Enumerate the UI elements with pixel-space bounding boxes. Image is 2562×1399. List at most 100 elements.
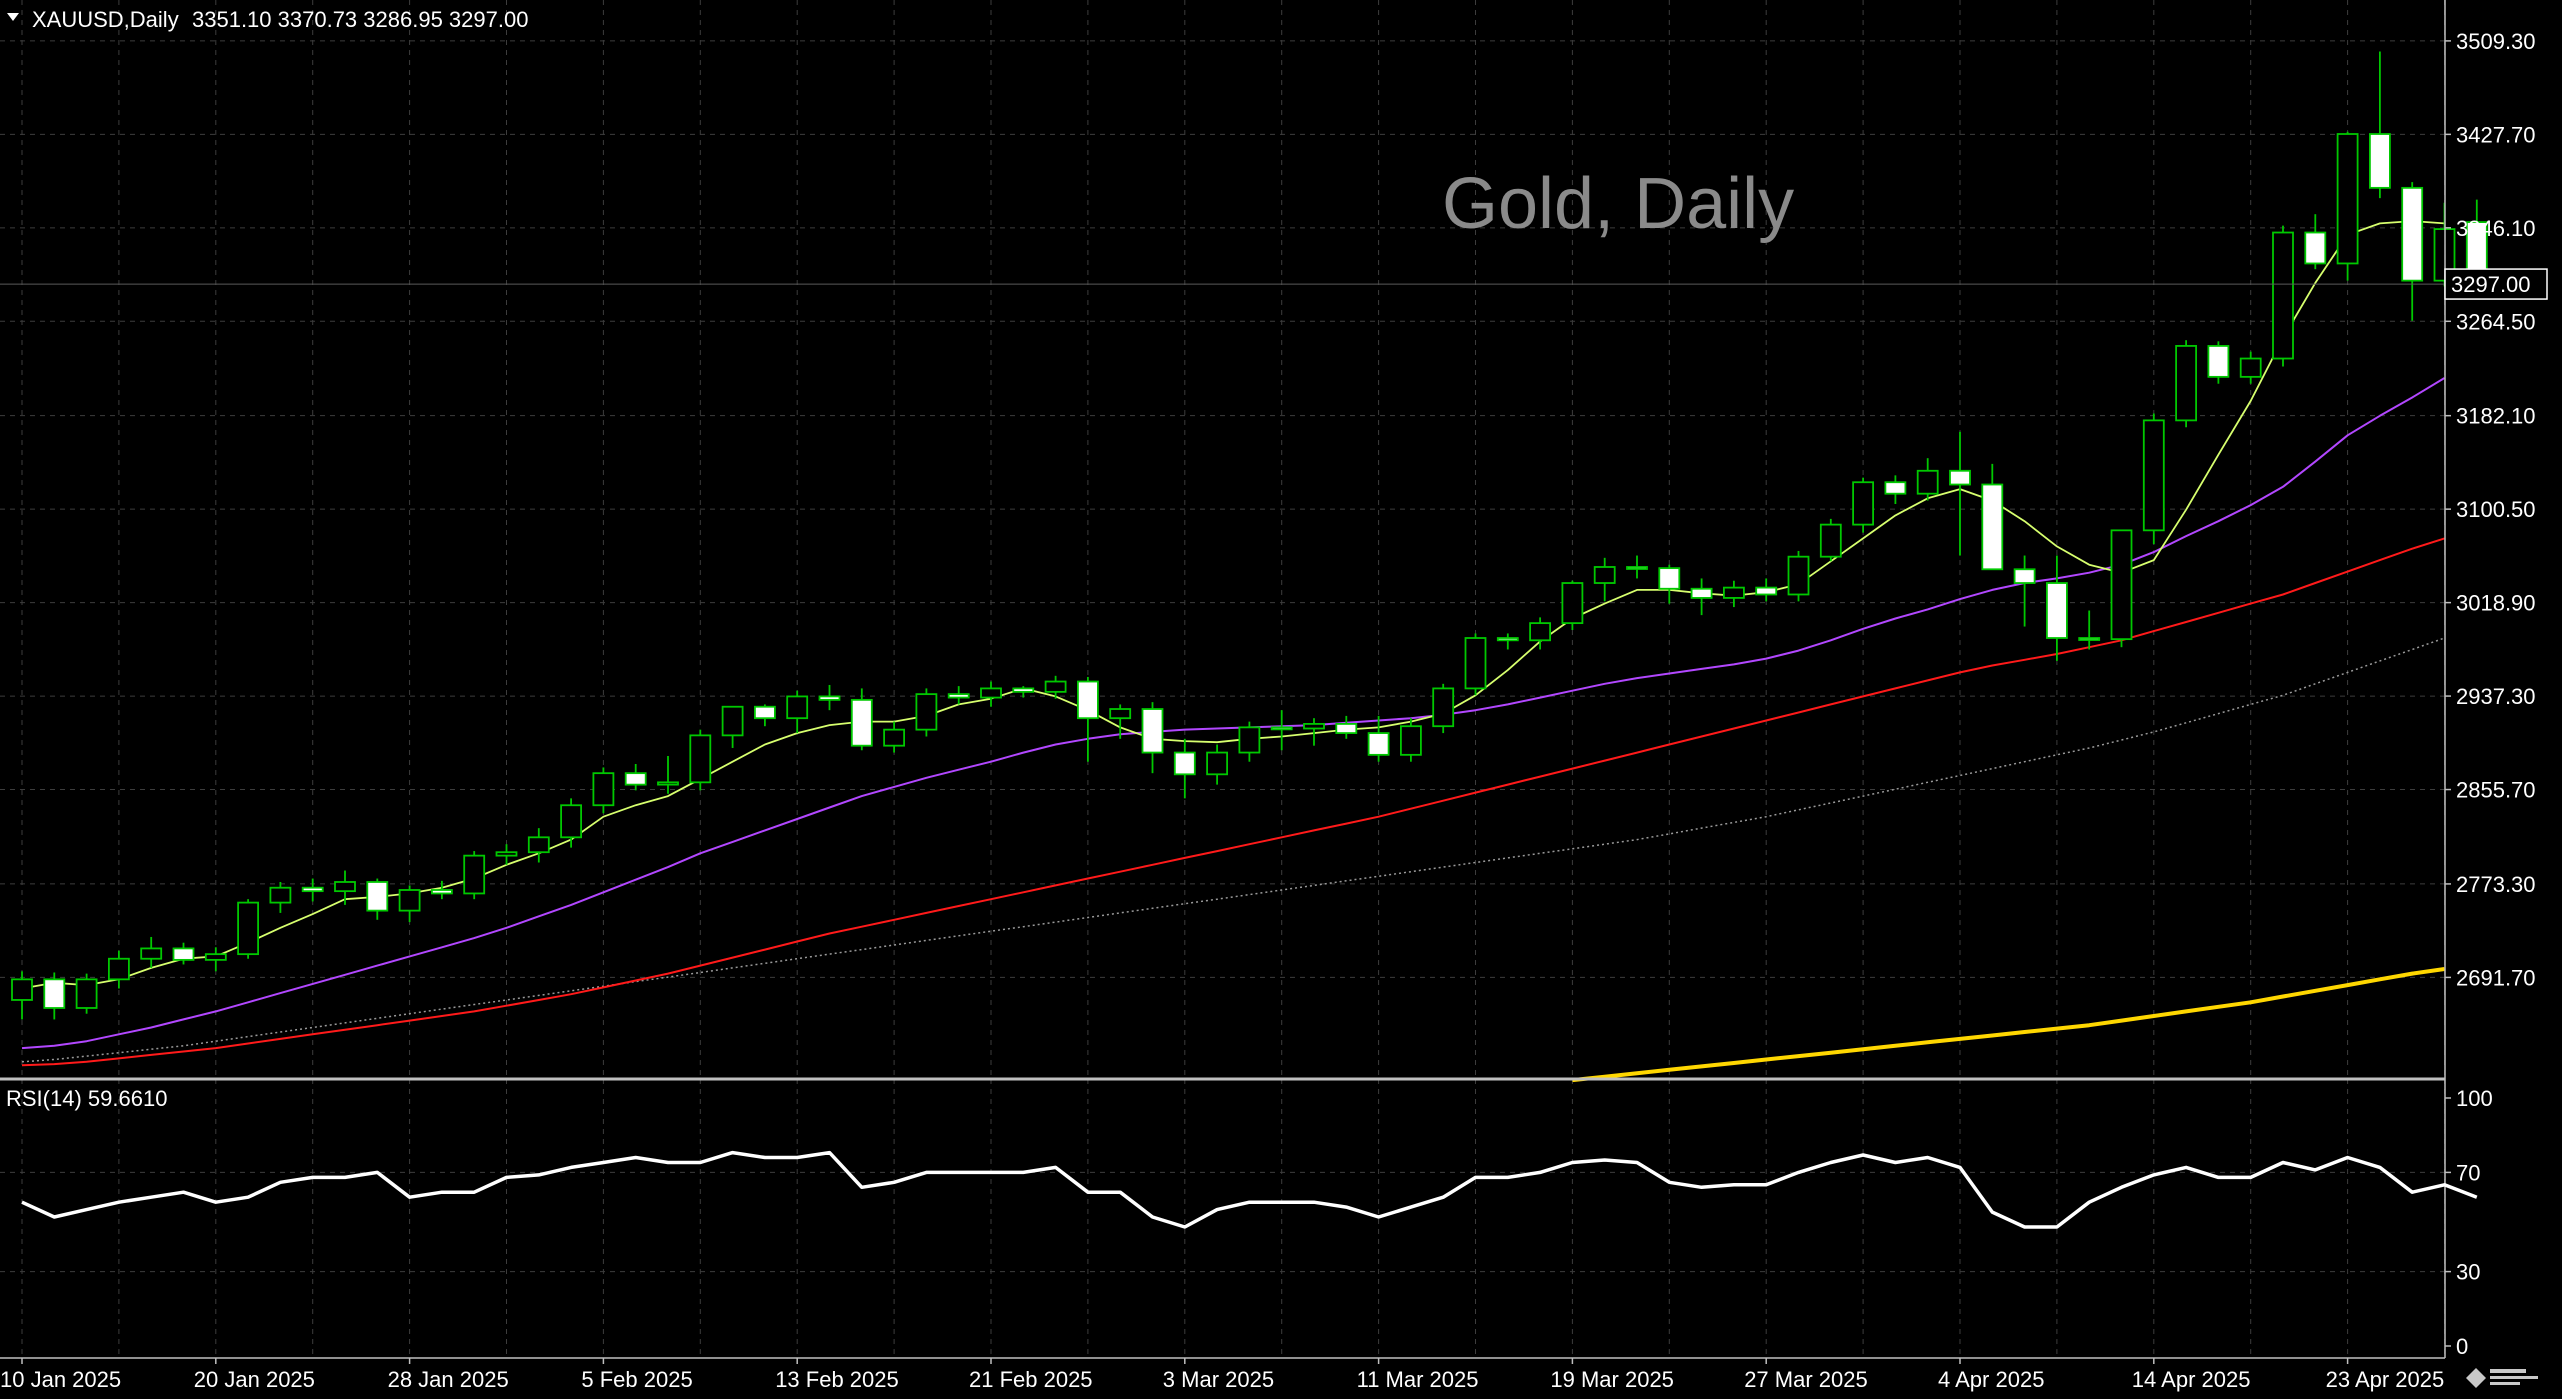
candle-body-down xyxy=(1335,723,1358,734)
candle-body-down xyxy=(366,881,389,912)
rsi-indicator xyxy=(21,1150,2478,1229)
candle-body-up xyxy=(786,695,809,720)
candle[interactable] xyxy=(1335,715,1358,739)
candle[interactable] xyxy=(108,950,130,989)
candle[interactable] xyxy=(269,881,292,913)
candle[interactable] xyxy=(1626,555,1648,579)
candle[interactable] xyxy=(883,721,905,753)
candle[interactable] xyxy=(1529,617,1551,650)
candle[interactable] xyxy=(1238,721,1261,762)
candle-body-down xyxy=(754,705,776,720)
candle[interactable] xyxy=(689,729,712,791)
candle[interactable] xyxy=(947,686,970,705)
candle-body-up xyxy=(1464,637,1487,690)
candle[interactable] xyxy=(624,764,647,791)
candle[interactable] xyxy=(2272,225,2294,367)
candle[interactable] xyxy=(1077,676,1099,762)
candle[interactable] xyxy=(980,681,1002,707)
candle[interactable] xyxy=(1303,718,1325,746)
candle[interactable] xyxy=(1561,580,1584,630)
candle[interactable] xyxy=(1690,578,1713,616)
candle-body-down xyxy=(1173,751,1196,776)
candle[interactable] xyxy=(2336,131,2359,281)
candle[interactable] xyxy=(495,844,518,865)
candle[interactable] xyxy=(140,936,163,968)
x-tick-label: 27 Mar 2025 xyxy=(1744,1367,1868,1392)
candle[interactable] xyxy=(2175,340,2198,428)
candle-body-up xyxy=(689,734,712,784)
candle-body-up xyxy=(1044,680,1067,693)
candle[interactable] xyxy=(1496,633,1519,650)
candle[interactable] xyxy=(1400,718,1422,762)
candle[interactable] xyxy=(915,688,938,737)
candle[interactable] xyxy=(1044,675,1067,699)
candle-body-up xyxy=(1593,566,1616,584)
candle[interactable] xyxy=(2013,555,2036,627)
candle-body-up xyxy=(1206,751,1228,776)
candle[interactable] xyxy=(1981,463,2004,571)
candle[interactable] xyxy=(786,690,809,734)
candle-body-up xyxy=(398,889,421,912)
candle[interactable] xyxy=(1173,738,1196,799)
candle[interactable] xyxy=(560,798,582,848)
candle[interactable] xyxy=(2142,413,2165,545)
candle[interactable] xyxy=(2239,351,2262,384)
candle[interactable] xyxy=(1012,686,1035,698)
candle[interactable] xyxy=(1949,431,1971,556)
candle[interactable] xyxy=(2304,214,2327,270)
dropdown-triangle-icon[interactable] xyxy=(7,13,19,21)
time-axis[interactable]: 10 Jan 2025 20 Jan 2025 28 Jan 2025 5 Feb 2… xyxy=(0,1358,2444,1392)
candle[interactable] xyxy=(463,851,486,900)
candle[interactable] xyxy=(430,880,453,900)
candle[interactable] xyxy=(1367,715,1390,762)
candle[interactable] xyxy=(301,878,324,902)
candle[interactable] xyxy=(1658,564,1681,604)
candle[interactable] xyxy=(366,878,389,920)
candle[interactable] xyxy=(1787,550,1810,602)
candle[interactable] xyxy=(850,688,873,751)
candle[interactable] xyxy=(2368,51,2391,199)
candlesticks[interactable] xyxy=(11,51,2488,1020)
candle[interactable] xyxy=(2207,341,2230,384)
candle-body-down xyxy=(430,889,453,895)
candle[interactable] xyxy=(1819,518,1842,562)
candle[interactable] xyxy=(1270,710,1293,751)
candle[interactable] xyxy=(237,899,260,959)
moving-averages xyxy=(21,220,2446,1083)
price-axis[interactable]: 3509.30 3427.70 3346.10 3264.50 3182.10 3100.… xyxy=(2445,29,2536,991)
candle[interactable] xyxy=(1464,633,1487,696)
candle[interactable] xyxy=(398,885,421,923)
candle[interactable] xyxy=(1206,744,1228,785)
candle[interactable] xyxy=(172,942,195,965)
candle[interactable] xyxy=(1916,458,1939,501)
candle[interactable] xyxy=(1593,557,1616,602)
candle[interactable] xyxy=(11,971,33,1020)
y-tick-label: 3182.10 xyxy=(2456,404,2536,429)
x-tick-label: 5 Feb 2025 xyxy=(581,1367,692,1392)
candle[interactable] xyxy=(1852,477,1874,533)
candle[interactable] xyxy=(1755,578,1778,602)
candle[interactable] xyxy=(527,828,550,863)
candle[interactable] xyxy=(2078,610,2101,650)
x-tick-label: 19 Mar 2025 xyxy=(1550,1367,1674,1392)
candle[interactable] xyxy=(1432,683,1455,734)
candle-body-down xyxy=(2401,186,2424,282)
candle[interactable] xyxy=(754,704,776,727)
candle[interactable] xyxy=(721,705,744,748)
candle[interactable] xyxy=(43,972,66,1020)
candle[interactable] xyxy=(1109,704,1132,739)
candle[interactable] xyxy=(204,947,227,972)
candle[interactable] xyxy=(2401,182,2424,321)
candle[interactable] xyxy=(657,755,679,794)
candle[interactable] xyxy=(818,684,841,711)
candle[interactable] xyxy=(1141,702,1164,774)
candle[interactable] xyxy=(1723,580,1745,608)
candle[interactable] xyxy=(592,767,615,814)
candle[interactable] xyxy=(75,973,98,1014)
candle[interactable] xyxy=(1884,475,1907,504)
candle[interactable] xyxy=(2110,529,2133,648)
candle[interactable] xyxy=(2046,555,2068,661)
candle[interactable] xyxy=(334,870,356,905)
